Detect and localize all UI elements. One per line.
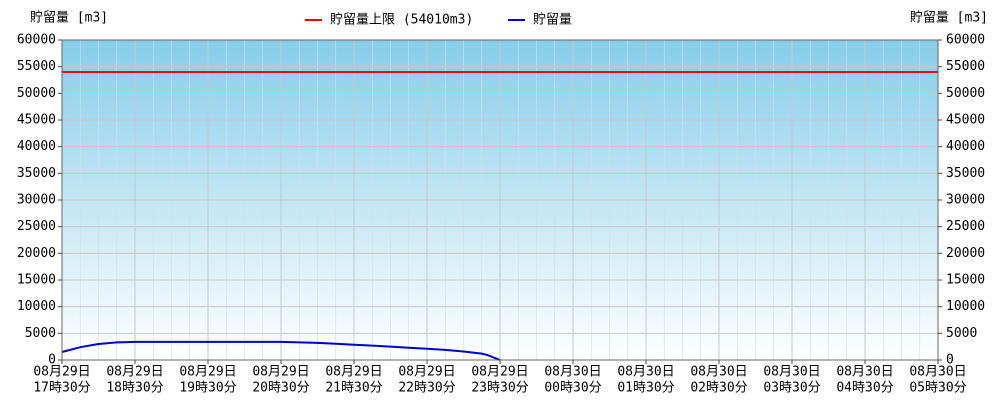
marks bbox=[61, 70, 938, 361]
y2-tick-label: 0 bbox=[946, 353, 954, 368]
x-tick-label: 08月29日 bbox=[325, 365, 382, 380]
x-tick-label: 20時30分 bbox=[252, 381, 309, 396]
y-tick-label: 15000 bbox=[17, 273, 56, 288]
y-tick-label: 10000 bbox=[17, 299, 56, 314]
y2-tick-label: 10000 bbox=[946, 299, 985, 314]
x-tick-label: 08月29日 bbox=[398, 365, 455, 380]
y-tick-label: 35000 bbox=[17, 166, 56, 181]
x-tick-label: 22時30分 bbox=[398, 381, 455, 396]
y2-axis-label: 貯留量 [m3] bbox=[910, 11, 988, 26]
labels: 0 5000 10000 15000 20000 25000 30000 35000 40000… bbox=[17, 13, 985, 396]
y-tick-label: 5000 bbox=[25, 326, 56, 341]
y2-tick-label: 60000 bbox=[946, 33, 985, 48]
x-tick-label: 01時30分 bbox=[617, 381, 674, 396]
x-tick-label: 18時30分 bbox=[106, 381, 163, 396]
y2-tick-label: 20000 bbox=[946, 246, 985, 261]
legend-label: 貯留量 bbox=[533, 13, 572, 28]
x-tick-label: 08月30日 bbox=[836, 365, 893, 380]
y-tick-label: 45000 bbox=[17, 113, 56, 128]
y2-tick-label: 15000 bbox=[946, 273, 985, 288]
x-tick-label: 08月29日 bbox=[179, 365, 236, 380]
y-tick-label: 40000 bbox=[17, 139, 56, 154]
y-tick-label: 20000 bbox=[17, 246, 56, 261]
y-axis-label: 貯留量 [m3] bbox=[30, 11, 108, 26]
x-tick-label: 08月29日 bbox=[471, 365, 528, 380]
x-tick-label: 08月29日 bbox=[106, 365, 163, 380]
y2-tick-label: 25000 bbox=[946, 219, 985, 234]
y-tick-label: 60000 bbox=[17, 33, 56, 48]
x-tick-label: 19時30分 bbox=[179, 381, 236, 396]
x-tick-label: 04時30分 bbox=[836, 381, 893, 396]
x-tick-label: 08月29日 bbox=[252, 365, 309, 380]
series-line bbox=[61, 340, 501, 361]
x-tick-label: 08月30日 bbox=[909, 365, 966, 380]
x-tick-label: 08月30日 bbox=[690, 365, 747, 380]
x-tick-label: 23時30分 bbox=[471, 381, 528, 396]
x-tick-label: 05時30分 bbox=[909, 381, 966, 396]
y2-tick-label: 5000 bbox=[946, 326, 977, 341]
y2-tick-label: 35000 bbox=[946, 166, 985, 181]
x-tick-label: 08月29日 bbox=[33, 365, 90, 380]
x-tick-label: 08月30日 bbox=[763, 365, 820, 380]
x-tick-label: 21時30分 bbox=[325, 381, 382, 396]
y2-tick-label: 45000 bbox=[946, 113, 985, 128]
x-tick-label: 00時30分 bbox=[544, 381, 601, 396]
y-tick-label: 30000 bbox=[17, 193, 56, 208]
x-tick-label: 02時30分 bbox=[690, 381, 747, 396]
x-tick-label: 17時30分 bbox=[33, 381, 90, 396]
y2-tick-label: 30000 bbox=[946, 193, 985, 208]
x-tick-label: 08月30日 bbox=[544, 365, 601, 380]
y2-tick-label: 40000 bbox=[946, 139, 985, 154]
y2-tick-label: 55000 bbox=[946, 59, 985, 74]
y-tick-label: 55000 bbox=[17, 59, 56, 74]
x-tick-label: 03時30分 bbox=[763, 381, 820, 396]
legend-label: 貯留量上限 (54010m3) bbox=[330, 13, 473, 28]
y-tick-label: 0 bbox=[48, 353, 56, 368]
x-tick-label: 08月30日 bbox=[617, 365, 674, 380]
y-tick-label: 25000 bbox=[17, 219, 56, 234]
plot-border bbox=[61, 39, 939, 361]
y-tick-label: 50000 bbox=[17, 86, 56, 101]
y2-tick-label: 50000 bbox=[946, 86, 985, 101]
